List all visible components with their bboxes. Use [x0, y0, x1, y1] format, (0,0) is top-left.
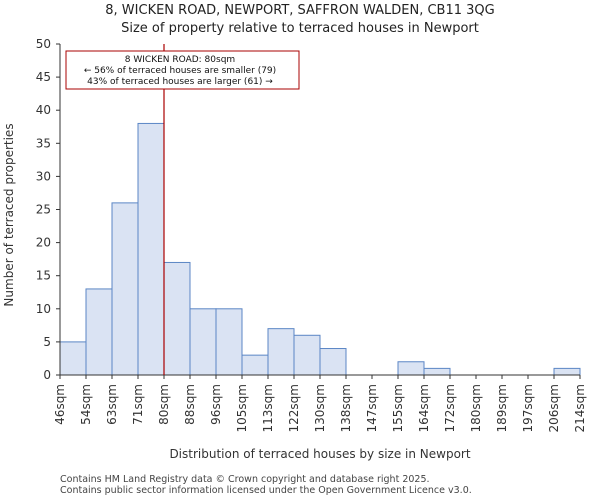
- y-tick-label: 5: [43, 335, 51, 349]
- y-tick-label: 35: [36, 136, 51, 150]
- chart-title-address: 8, WICKEN ROAD, NEWPORT, SAFFRON WALDEN,…: [105, 3, 495, 18]
- x-tick-label: 214sqm: [573, 384, 587, 432]
- x-tick-label: 206sqm: [547, 384, 561, 432]
- x-tick-label: 164sqm: [417, 384, 431, 432]
- y-tick-label: 0: [43, 368, 51, 382]
- histogram-bar: [241, 354, 269, 376]
- histogram-bar: [59, 341, 87, 376]
- x-tick-label: 63sqm: [105, 384, 119, 425]
- y-tick-label: 45: [36, 70, 51, 84]
- x-tick-label: 54sqm: [79, 384, 93, 425]
- x-tick-label: 88sqm: [183, 384, 197, 425]
- y-tick-label: 50: [36, 37, 51, 51]
- footer-licence: Contains public sector information licen…: [60, 485, 472, 496]
- x-tick-label: 113sqm: [261, 384, 275, 432]
- annotation-line: ← 56% of terraced houses are smaller (79…: [84, 66, 276, 76]
- annotation-line: 43% of terraced houses are larger (61) →: [87, 77, 273, 87]
- x-axis-label: Distribution of terraced houses by size …: [169, 447, 470, 461]
- y-axis-label: Number of terraced properties: [2, 123, 16, 306]
- y-tick-label: 25: [36, 203, 51, 217]
- x-tick-label: 197sqm: [521, 384, 535, 432]
- histogram-bar: [553, 367, 581, 376]
- footer-copyright: Contains HM Land Registry data © Crown c…: [60, 474, 430, 485]
- histogram-bar: [293, 334, 321, 376]
- chart-title: Size of property relative to terraced ho…: [121, 21, 479, 36]
- histogram-bar: [85, 288, 113, 376]
- x-tick-label: 80sqm: [157, 384, 171, 425]
- annotation-box: [65, 50, 300, 90]
- x-tick-label: 189sqm: [495, 384, 509, 432]
- annotation-line: 8 WICKEN ROAD: 80sqm: [125, 55, 235, 65]
- y-tick-label: 10: [36, 302, 51, 316]
- y-tick-label: 15: [36, 269, 51, 283]
- x-tick-label: 130sqm: [313, 384, 327, 432]
- histogram-bar: [163, 261, 191, 376]
- x-tick-label: 138sqm: [339, 384, 353, 432]
- x-tick-label: 172sqm: [443, 384, 457, 432]
- histogram-bar: [267, 328, 295, 376]
- x-tick-label: 105sqm: [235, 384, 249, 432]
- histogram-bar: [397, 361, 425, 376]
- histogram-bar: [423, 367, 451, 376]
- y-tick-label: 20: [36, 236, 51, 250]
- histogram-bar: [215, 308, 243, 376]
- x-tick-label: 147sqm: [365, 384, 379, 432]
- y-tick-label: 40: [36, 103, 51, 117]
- histogram-bar: [137, 122, 165, 376]
- histogram-bar: [189, 308, 217, 376]
- x-tick-label: 96sqm: [209, 384, 223, 425]
- x-tick-label: 46sqm: [53, 384, 67, 425]
- x-tick-label: 155sqm: [391, 384, 405, 432]
- y-tick-label: 30: [36, 169, 51, 183]
- histogram-bar: [111, 202, 139, 376]
- x-tick-label: 122sqm: [287, 384, 301, 432]
- x-tick-label: 180sqm: [469, 384, 483, 432]
- x-tick-label: 71sqm: [131, 384, 145, 425]
- histogram-bar: [319, 348, 347, 376]
